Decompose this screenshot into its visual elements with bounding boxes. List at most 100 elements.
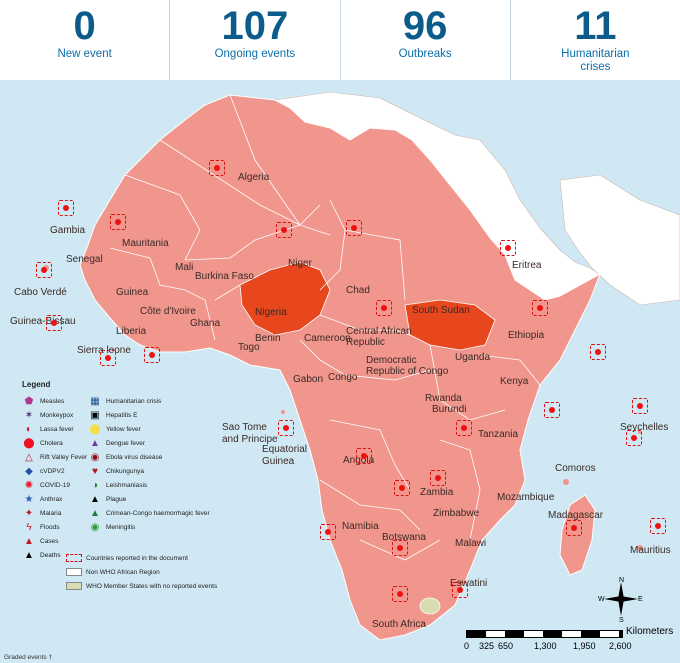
compass-w: W (598, 596, 605, 603)
covid-marker (632, 398, 648, 414)
deaths-icon: ▲ (24, 549, 34, 561)
label-chad: Chad (346, 285, 370, 296)
label-south-africa: South Africa (372, 619, 426, 630)
legend-label: Anthrax (40, 495, 63, 503)
label-eq-guinea: Equatorial Guinea (262, 444, 308, 467)
humanitarian-crisis-icon: ▦ (90, 395, 100, 407)
compass-s: S (619, 617, 624, 622)
stat-value: 11 (574, 4, 617, 48)
covid-marker (276, 222, 292, 238)
island (637, 545, 643, 551)
legend-label: cVDPV2 (40, 467, 65, 475)
label-comoros: Comoros (555, 463, 596, 474)
label-drc: Democratic Republic of Congo (366, 355, 449, 377)
scale-label: 2,600 (609, 641, 632, 651)
stat-value: 96 (402, 4, 448, 48)
island (563, 479, 569, 485)
covid-marker (356, 448, 372, 464)
ebola-icon: ◉ (90, 451, 100, 463)
scale-label: 0 (464, 641, 470, 651)
chikungunya-icon: ♥ (92, 465, 98, 477)
legend-label: COVID-19 (40, 481, 70, 489)
compass-icon: N S E W (598, 577, 643, 622)
legend-countries-reported: Countries reported in the document (66, 554, 188, 562)
label-burundi: Burundi (432, 404, 467, 415)
africa-map (43, 91, 680, 641)
label-angola: Angola (343, 455, 375, 466)
label-nigeria: Nigeria (255, 307, 287, 318)
stats-bar: 0 New event 107 Ongoing events 96 Outbre… (0, 0, 680, 80)
covid-marker (430, 470, 446, 486)
label-sao-tome: Sao Tome and Principe (222, 422, 278, 445)
label-eritrea: Eritrea (512, 260, 542, 271)
covid-marker (58, 200, 74, 216)
label-uganda: Uganda (455, 352, 491, 363)
legend-label: Yellow fever (106, 425, 141, 433)
graded-events-note: Graded events † (4, 654, 53, 661)
meningitis-icon: ◉ (90, 521, 100, 533)
stat-ongoing-events: 107 Ongoing events (170, 0, 341, 80)
label-niger: Niger (288, 258, 312, 269)
label-gambia: Gambia (50, 225, 86, 236)
legend-label: Hepatitis E (106, 411, 138, 419)
legend-label: Plague (106, 495, 127, 503)
stat-humanitarian-crises: 11 Humanitarian crises (511, 0, 680, 80)
legend-label: Floods (40, 523, 60, 531)
label-eswatini: Eswatini (450, 578, 488, 589)
country-borders (109, 94, 541, 561)
label-mali: Mali (175, 262, 194, 273)
covid-marker (650, 518, 666, 534)
anthrax-icon: ★ (24, 493, 34, 505)
monkeypox-icon: ✶ (24, 409, 34, 421)
covid-marker (100, 350, 116, 366)
scale-unit: Kilometers (626, 626, 674, 637)
covid-marker (590, 344, 606, 360)
legend-label: Non WHO African Region (86, 568, 160, 576)
label-mauritania: Mauritania (122, 238, 169, 249)
covid-19-icon: ✺ (24, 479, 34, 491)
cvdpv2-icon: ◆ (25, 465, 33, 477)
covid-marker (46, 315, 62, 331)
covid-marker (320, 524, 336, 540)
hepatitis-e-icon: ▣ (90, 409, 100, 421)
label-botswana: Botswana (382, 532, 426, 543)
covid-marker (626, 430, 642, 446)
legend-label: Cholera (40, 439, 63, 447)
cases-icon: ▲ (24, 535, 34, 547)
leishmaniasis-icon: ◑ (91, 479, 99, 491)
cholera-icon: ⬤ (23, 437, 35, 449)
label-zambia: Zambia (420, 487, 454, 498)
label-seychelles: Seychelles (620, 422, 669, 433)
legend-label: Leishmaniasis (106, 481, 148, 489)
legend-label: Meningitis (106, 523, 136, 531)
scale-bar-graphic (466, 630, 623, 638)
compass-n: N (619, 577, 624, 584)
label-car: Central African Republic (346, 326, 412, 348)
covid-marker (500, 240, 516, 256)
measles-icon: ⬟ (24, 395, 34, 407)
legend-right-column: ▦ Humanitarian crisis ▣ Hepatitis E ⬤ Yello… (88, 394, 248, 534)
legend-label: Crimean-Congo haemorrhagic fever (106, 509, 210, 517)
dengue-fever-icon: ▲ (90, 437, 100, 449)
stat-outbreaks: 96 Outbreaks (341, 0, 511, 80)
covid-marker (209, 160, 225, 176)
lassa-fever-icon: ◐ (25, 423, 33, 435)
legend-label: Countries reported in the document (86, 554, 188, 562)
scale-label: 650 (498, 641, 514, 651)
label-kenya: Kenya (500, 376, 529, 387)
covid-marker (376, 300, 392, 316)
covid-marker (392, 540, 408, 556)
label-burkina-faso: Burkina Faso (195, 271, 254, 282)
label-senegal: Senegal (66, 254, 103, 265)
label-cameroon: Cameroon (304, 333, 351, 344)
covid-marker (346, 220, 362, 236)
label-benin: Benin (255, 333, 281, 344)
legend-label: Measles (40, 397, 65, 405)
label-algeria: Algeria (238, 172, 270, 183)
covid-marker (110, 214, 126, 230)
legend-non-who: Non WHO African Region (66, 568, 160, 576)
legend-label: Humanitarian crisis (106, 397, 162, 405)
dashed-box-icon (66, 554, 82, 562)
stat-new-event: 0 New event (0, 0, 171, 80)
non-who-arabia (559, 174, 680, 306)
